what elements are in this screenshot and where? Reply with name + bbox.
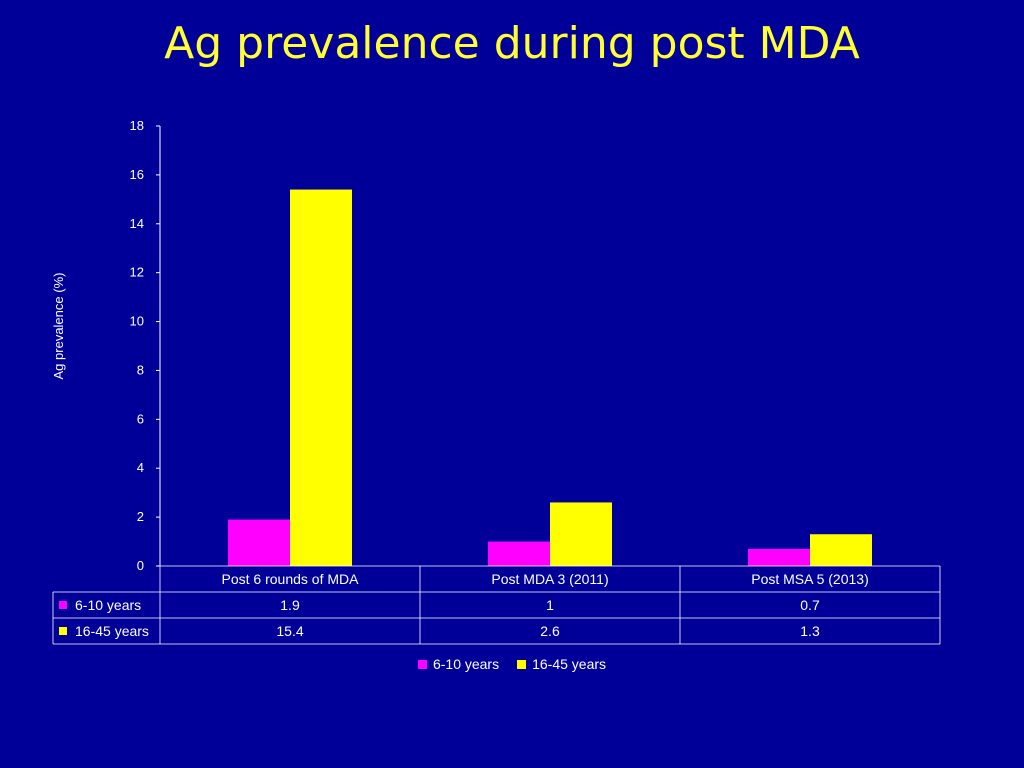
- legend-item-series-2: 16-45 years: [517, 656, 606, 672]
- y-tick-label: 0: [137, 558, 144, 573]
- y-tick-label: 6: [137, 411, 144, 426]
- x-category-label: Post MSA 5 (2013): [751, 571, 869, 587]
- legend-label-series-1: 6-10 years: [432, 656, 500, 672]
- y-tick-label: 18: [130, 118, 144, 133]
- bar-2-2: [550, 502, 612, 566]
- table-series-label: 16-45 years: [75, 623, 149, 639]
- bar-2-1: [290, 189, 352, 567]
- bar-1-1: [228, 519, 290, 566]
- table-series-label: 6-10 years: [75, 597, 141, 613]
- table-value-cell: 1.3: [800, 623, 820, 639]
- x-category-label: Post MDA 3 (2011): [491, 571, 608, 587]
- legend-swatch-series-2: [517, 659, 527, 669]
- y-tick-label: 12: [130, 265, 144, 280]
- table-value-cell: 1.9: [280, 597, 300, 613]
- bar-1-2: [488, 541, 550, 566]
- legend-label-series-2: 16-45 years: [532, 656, 607, 672]
- chart-legend: 6-10 years 16-45 years: [0, 656, 1024, 672]
- y-tick-label: 10: [130, 314, 144, 329]
- table-value-cell: 15.4: [276, 623, 303, 639]
- table-value-cell: 2.6: [540, 623, 560, 639]
- y-tick-label: 4: [137, 460, 144, 475]
- y-axis-title: Ag prevalence (%): [51, 273, 66, 380]
- legend-swatch-series-1: [417, 659, 427, 669]
- x-category-label: Post 6 rounds of MDA: [222, 571, 360, 587]
- slide-title: Ag prevalence during post MDA: [164, 18, 860, 69]
- table-value-cell: 1: [546, 597, 554, 613]
- y-tick-label: 16: [130, 167, 144, 182]
- table-swatch-series-2: [59, 627, 67, 635]
- y-tick-label: 14: [130, 216, 144, 231]
- y-tick-label: 8: [137, 362, 144, 377]
- table-swatch-series-1: [59, 601, 67, 609]
- bar-2-3: [810, 534, 872, 566]
- bar-1-3: [748, 548, 810, 566]
- legend-item-series-1: 6-10 years: [417, 656, 500, 672]
- y-tick-label: 2: [137, 509, 144, 524]
- table-value-cell: 0.7: [800, 597, 820, 613]
